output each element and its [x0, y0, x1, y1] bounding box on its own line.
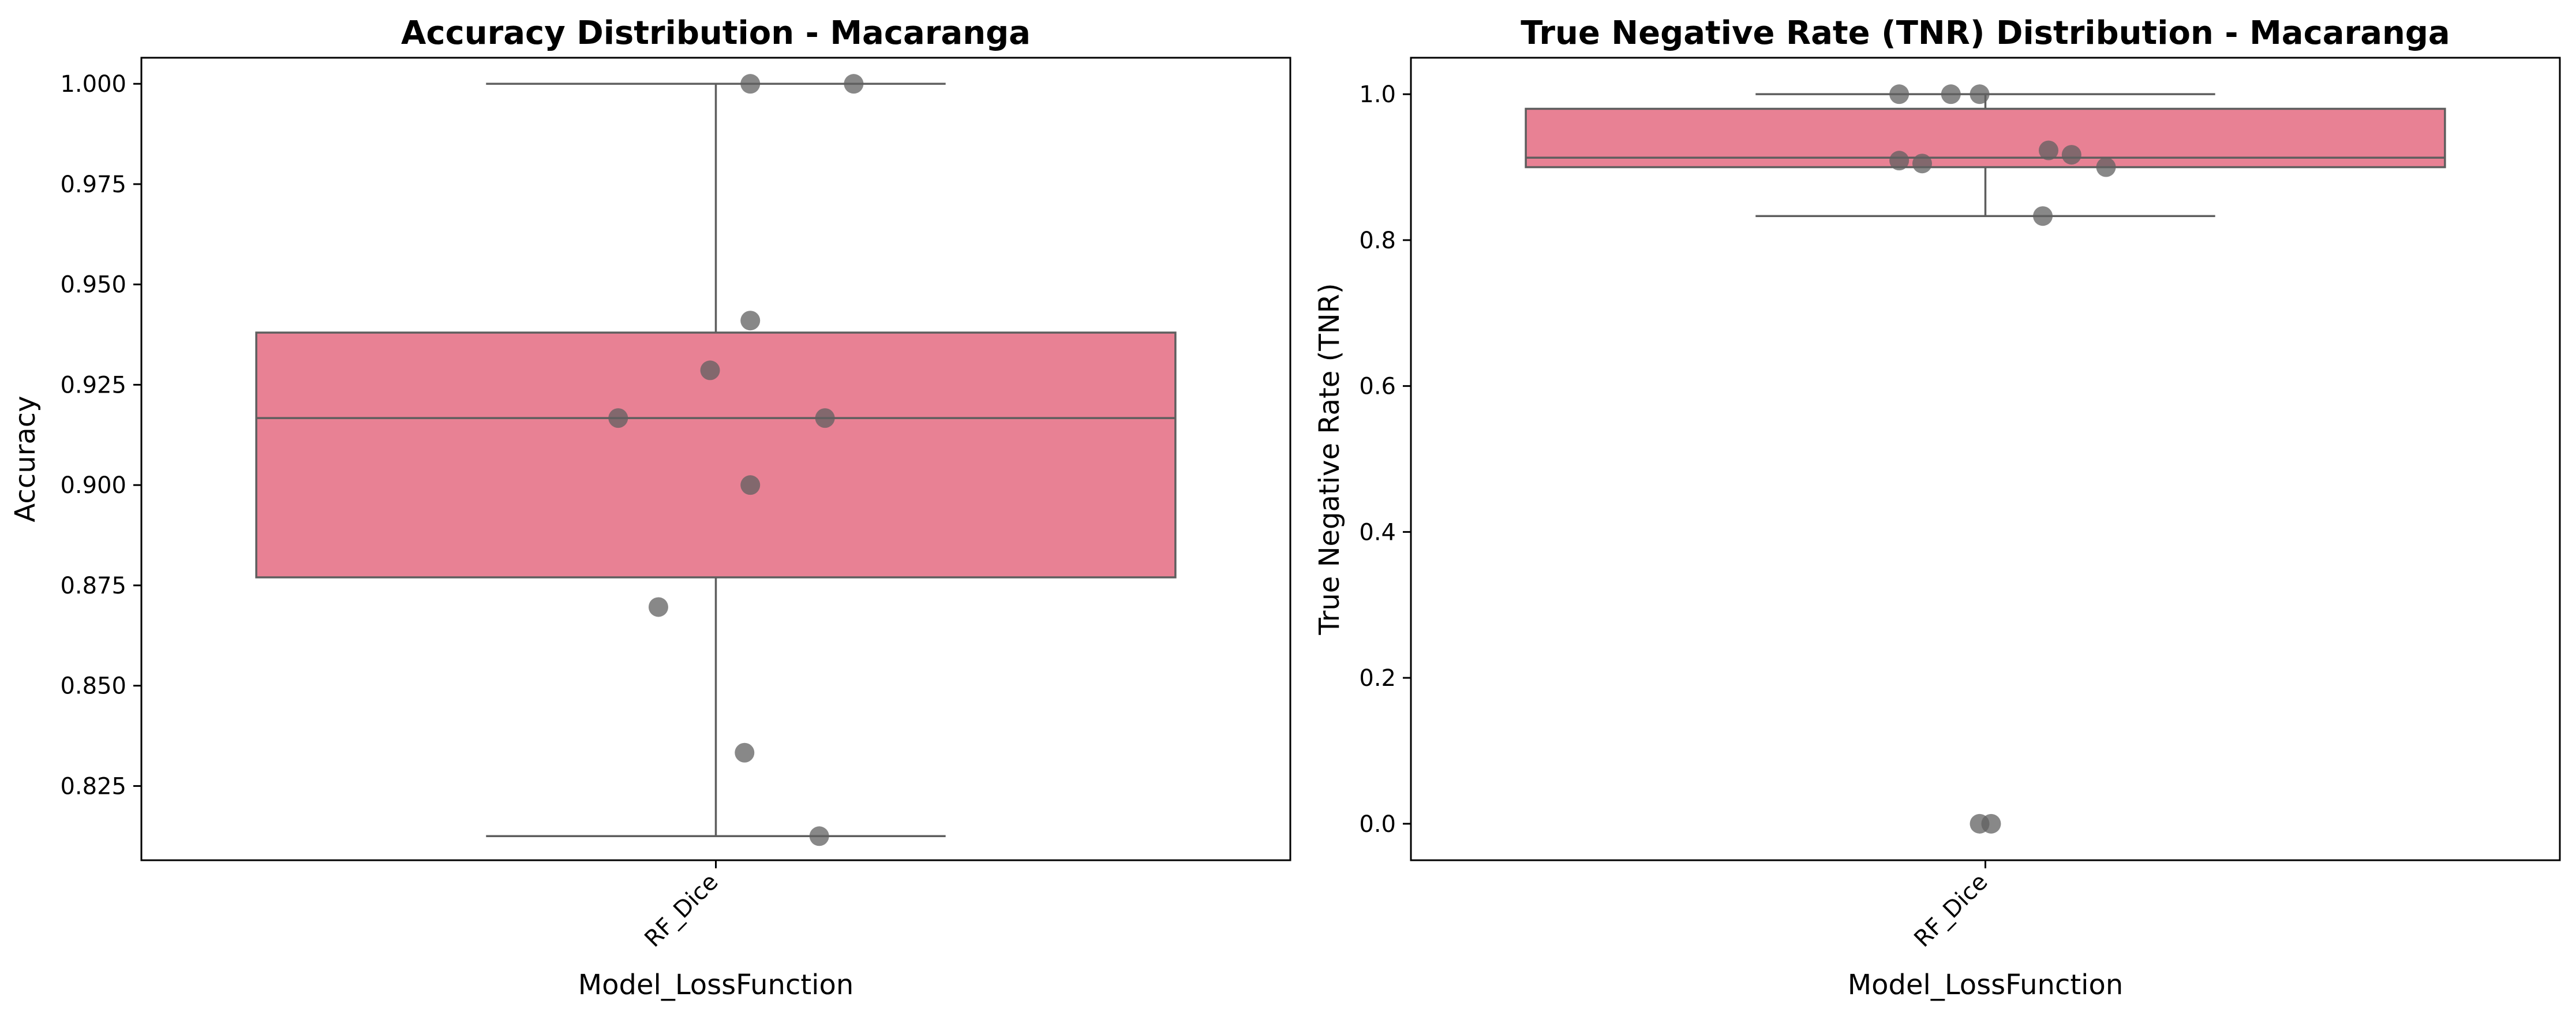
y-tick-label: 0.0: [1359, 811, 1396, 838]
y-tick-label: 0.2: [1359, 665, 1396, 692]
data-point-5: [608, 408, 628, 428]
data-point-7: [740, 475, 761, 495]
data-point-3: [1970, 84, 1990, 104]
y-tick-label: 0.850: [60, 673, 126, 700]
x-axis-label: Model_LossFunction: [578, 969, 854, 1001]
data-point-10: [809, 826, 829, 846]
y-tick-label: 0.975: [60, 171, 126, 198]
y-axis-label: True Negative Rate (TNR): [1313, 283, 1346, 635]
chart-2: True Negative Rate (TNR) Distribution - …: [1313, 14, 2561, 1001]
data-point-7: [1912, 154, 1932, 174]
y-tick-label: 0.925: [60, 372, 126, 398]
y-tick-label: 0.950: [60, 272, 126, 298]
data-point-4: [700, 360, 720, 380]
y-tick-label: 0.6: [1359, 374, 1396, 400]
data-point-2: [844, 74, 864, 94]
x-tick-label: RF_Dice: [1909, 869, 1993, 953]
y-tick-label: 1.000: [60, 71, 126, 98]
y-tick-label: 0.900: [60, 472, 126, 499]
data-point-2: [1941, 84, 1961, 104]
data-point-6: [815, 408, 835, 428]
data-point-6: [1889, 151, 1909, 171]
data-point-9: [2033, 206, 2053, 226]
data-point-11: [1981, 813, 2001, 834]
data-point-1: [1889, 84, 1909, 104]
data-point-1: [740, 74, 761, 94]
y-axis-label: Accuracy: [9, 395, 42, 522]
chart-title: Accuracy Distribution - Macaranga: [401, 14, 1031, 52]
data-point-8: [648, 597, 668, 617]
x-axis-label: Model_LossFunction: [1848, 969, 2124, 1001]
y-tick-label: 0.4: [1359, 519, 1396, 546]
y-tick-label: 0.875: [60, 573, 126, 599]
data-point-4: [2039, 140, 2059, 160]
y-tick-label: 0.8: [1359, 227, 1396, 254]
chart-1: Accuracy Distribution - Macaranga 0.825 0.…: [9, 14, 1291, 1001]
data-point-9: [735, 742, 755, 763]
chart-title: True Negative Rate (TNR) Distribution - …: [1521, 14, 2450, 52]
data-point-5: [2061, 145, 2081, 165]
data-point-3: [740, 311, 761, 331]
x-tick-label: RF_Dice: [639, 869, 723, 953]
y-tick-label: 1.0: [1359, 81, 1396, 108]
data-point-8: [2096, 157, 2116, 177]
y-tick-label: 0.825: [60, 773, 126, 800]
